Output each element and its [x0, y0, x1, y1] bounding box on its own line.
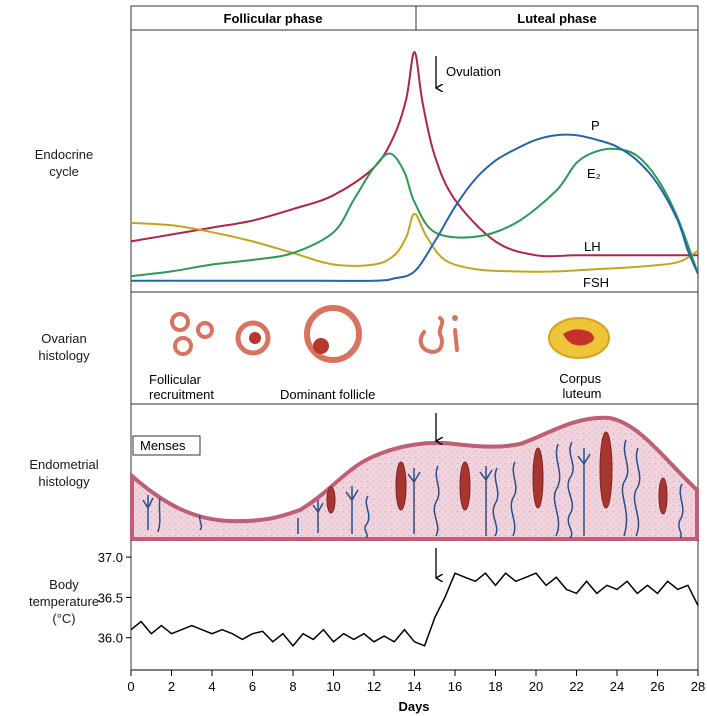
- x-tick-label: 22: [569, 679, 583, 694]
- menses-label: Menses: [140, 438, 186, 453]
- body-temperature-label: Body temperature (°C): [28, 577, 100, 626]
- x-tick-label: 8: [289, 679, 296, 694]
- follicular-phase-label: Follicular phase: [224, 11, 323, 26]
- luteal-phase-label: Luteal phase: [517, 11, 596, 26]
- endometrial-vessels: [326, 431, 668, 515]
- ruptured-follicle: [418, 316, 459, 355]
- x-tick-label: 6: [249, 679, 256, 694]
- y-tick-label: 36.5: [98, 590, 123, 605]
- x-tick-label: 4: [208, 679, 215, 694]
- y-tick-label: 36.0: [98, 631, 123, 646]
- x-tick-label: 12: [367, 679, 381, 694]
- series-lh-line: [130, 50, 698, 258]
- x-axis-ticks: 0 2 4 6 8 10 12 14 16 18 20 22 24 26 28: [127, 670, 705, 694]
- corpus-luteum-label: Corpus luteum: [559, 371, 605, 401]
- x-tick-label: 10: [326, 679, 340, 694]
- y-tick-label: 37.0: [98, 550, 123, 565]
- temperature-chart: 36.036.537.0 0 2 4 6 8 10 12 14 16 18 20 22 24 26 28 D…: [98, 540, 705, 714]
- series-label-p: P: [591, 118, 600, 133]
- series-fsh-line: [130, 212, 699, 273]
- endometrial-histology: Menses: [130, 413, 699, 541]
- recruited-follicles: [170, 312, 214, 356]
- dominant-follicle: [304, 305, 362, 363]
- menses-box: [132, 435, 201, 456]
- corpus-luteum: [548, 317, 610, 359]
- series-label-lh: LH: [584, 239, 601, 254]
- endometrial-glands: [142, 439, 684, 539]
- growing-follicle: [235, 320, 271, 356]
- x-axis-title: Days: [398, 699, 429, 714]
- dominant-follicle-label: Dominant follicle: [280, 387, 375, 402]
- y-axis-ticks: 36.0 36.5 37.0: [98, 550, 131, 646]
- x-tick-label: 14: [407, 679, 421, 694]
- series-e2-line: [130, 147, 699, 278]
- ovulation-label: Ovulation: [446, 64, 501, 79]
- follicular-recruitment-label: Follicular recruitment: [149, 372, 214, 402]
- phase-header: Follicular phase Luteal phase: [130, 5, 699, 31]
- ovarian-histology-label: Ovarian histology: [38, 331, 90, 363]
- hormone-labels: P E₂ LH FSH: [583, 118, 609, 290]
- ovarian-panel: [130, 291, 699, 405]
- x-tick-label: 2: [168, 679, 175, 694]
- x-tick-label: 24: [610, 679, 624, 694]
- hormone-curves: [130, 50, 699, 282]
- endometrial-histology-label: Endometrial histology: [29, 457, 99, 489]
- x-tick-label: 0: [127, 679, 134, 694]
- series-p-line: [130, 133, 699, 282]
- series-label-e2: E₂: [587, 166, 601, 181]
- endocrine-panel: [130, 29, 699, 293]
- series-label-fsh: FSH: [583, 275, 609, 290]
- temperature-line: [130, 572, 699, 647]
- x-tick-label: 20: [529, 679, 543, 694]
- x-tick-label: 16: [448, 679, 462, 694]
- endocrine-cycle-label: Endocrine cycle: [34, 147, 94, 179]
- x-tick-label: 18: [488, 679, 502, 694]
- x-tick-label: 28: [691, 679, 705, 694]
- x-tick-label: 26: [650, 679, 664, 694]
- ovarian-histology: Follicular recruitment Dominant follicle…: [149, 305, 610, 402]
